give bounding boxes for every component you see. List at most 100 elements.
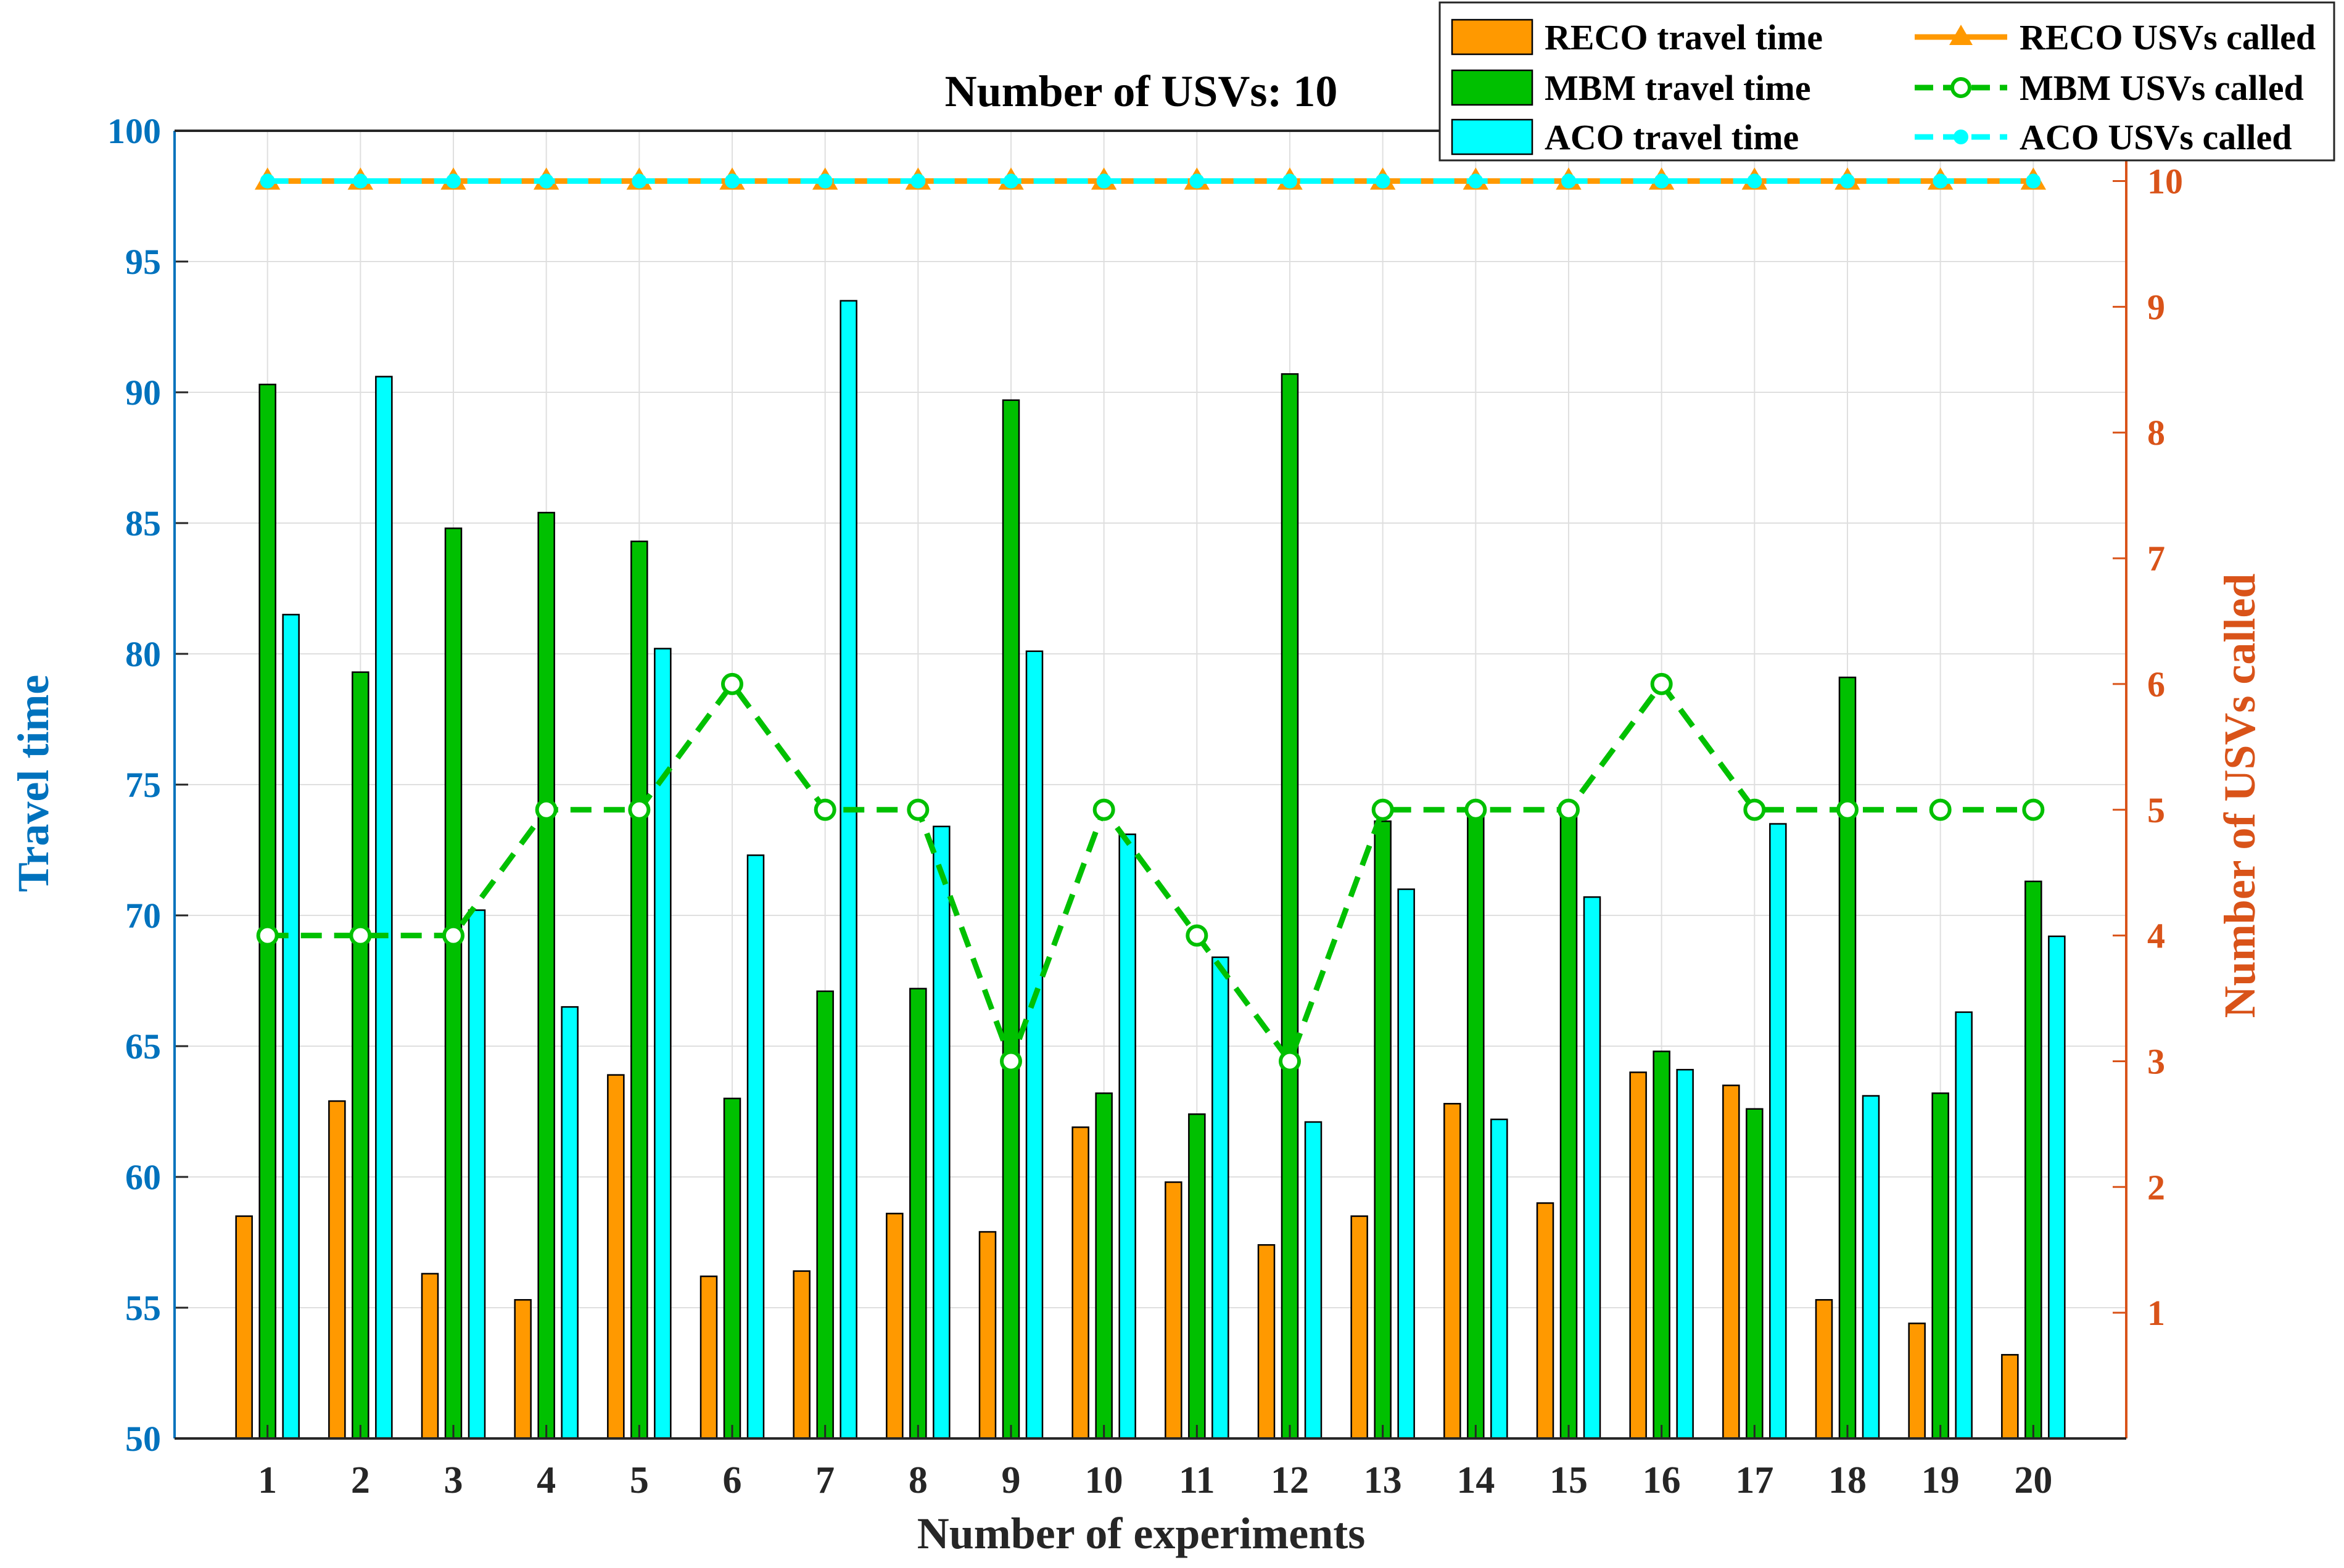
marker-aco (539, 173, 554, 189)
marker-aco (353, 173, 368, 189)
bar-reco (1629, 1071, 1647, 1440)
y-tick-label: 50 (125, 1419, 161, 1459)
x-tick-label: 4 (537, 1459, 556, 1501)
marker-aco (632, 173, 647, 189)
bar-mbm (444, 527, 463, 1440)
bar-aco (840, 300, 857, 1440)
bar-mbm (1188, 1113, 1206, 1440)
bar-reco (2001, 1354, 2019, 1440)
bar-reco (1908, 1322, 1926, 1440)
marker-aco (817, 173, 833, 189)
bar-aco (1118, 833, 1136, 1440)
marker-aco (1189, 173, 1205, 189)
bar-aco (375, 376, 393, 1440)
y-right-tick-label: 2 (2147, 1167, 2165, 1207)
y-tick-label: 90 (125, 373, 161, 413)
bar-mbm (352, 671, 369, 1440)
x-tick-label: 7 (815, 1459, 835, 1501)
bar-aco (1769, 823, 1787, 1440)
legend-swatch (1451, 19, 1533, 56)
grid (175, 130, 2126, 1439)
x-tick-label: 17 (1735, 1459, 1773, 1501)
legend-marker (1949, 25, 1973, 45)
x-tick-label: 11 (1179, 1459, 1215, 1501)
bar-mbm (537, 511, 555, 1440)
y-right-tick-label: 3 (2147, 1041, 2165, 1081)
marker-mbm (907, 798, 930, 821)
bar-mbm (1281, 373, 1299, 1440)
bar-aco (1304, 1121, 1323, 1440)
marker-mbm (535, 798, 558, 821)
legend-box (1438, 1, 2335, 162)
marker-aco (1654, 173, 1669, 189)
bar-reco (607, 1074, 625, 1440)
marker-mbm (628, 798, 651, 821)
y-tick-label: 85 (125, 503, 161, 543)
y-right-tick-label: 10 (2147, 162, 2183, 202)
marker-aco (1004, 173, 1018, 189)
marker-aco (1282, 173, 1297, 189)
bar-mbm (1931, 1092, 1949, 1440)
marker-mbm (1186, 924, 1208, 947)
usv-lines (254, 167, 2047, 1073)
bar-aco (746, 854, 765, 1440)
marker-mbm (1464, 798, 1487, 821)
bar-reco (978, 1231, 997, 1440)
marker-mbm (1000, 1050, 1022, 1073)
legend-label: MBM travel time (1545, 68, 1811, 108)
marker-mbm (1743, 798, 1766, 821)
y-tick-label: 55 (125, 1288, 161, 1328)
legend-label: ACO travel time (1545, 117, 1799, 157)
y-right-tick-label: 8 (2147, 413, 2165, 453)
y-right-tick-label: 5 (2147, 790, 2165, 830)
bar-aco (1025, 650, 1044, 1440)
y-tick-label: 70 (125, 896, 161, 936)
bar-aco (2048, 935, 2066, 1440)
x-tick-label: 8 (909, 1459, 928, 1501)
legend: RECO travel time MBM travel time ACO trave… (1438, 1, 2335, 162)
marker-mbm (1279, 1050, 1301, 1073)
marker-aco (1747, 173, 1762, 189)
bar-reco (886, 1213, 904, 1440)
marker-mbm (442, 924, 464, 947)
y-tick-label: 80 (125, 634, 161, 674)
bar-reco (699, 1275, 718, 1440)
y-tick-label: 65 (125, 1026, 161, 1067)
x-tick-label: 9 (1002, 1459, 1021, 1501)
marker-aco (910, 173, 926, 189)
y-tick-label: 95 (125, 242, 161, 282)
marker-mbm (1092, 798, 1115, 821)
legend-marker (1950, 77, 1971, 98)
bar-aco (1955, 1011, 1973, 1440)
legend-label: ACO USVs called (2020, 117, 2292, 157)
bar-mbm (909, 988, 927, 1440)
marker-aco (1096, 173, 1112, 189)
bar-mbm (630, 540, 648, 1440)
bar-reco (1536, 1202, 1554, 1440)
marker-mbm (2022, 798, 2045, 821)
bar-reco (1071, 1126, 1089, 1440)
marker-aco (1375, 173, 1390, 189)
marker-mbm (349, 924, 372, 947)
x-tick-label: 15 (1550, 1459, 1588, 1501)
marker-aco (446, 173, 461, 189)
x-tick-label: 19 (1921, 1459, 1960, 1501)
bar-aco (1211, 956, 1229, 1440)
y-axis-label-left: Travel time (9, 675, 58, 893)
marker-mbm (1650, 672, 1673, 695)
y-right-tick-label: 7 (2147, 538, 2165, 579)
y-right-tick-label: 6 (2147, 664, 2165, 704)
y-tick-label: 100 (107, 111, 161, 151)
bar-mbm (1653, 1050, 1670, 1440)
bar-reco (514, 1299, 532, 1440)
y-tick-label: 75 (125, 765, 161, 805)
bar-aco (468, 909, 486, 1440)
bar-reco (1722, 1084, 1740, 1440)
bar-reco (1165, 1181, 1182, 1440)
bar-aco (1676, 1068, 1694, 1440)
bar-mbm (1095, 1092, 1113, 1440)
marker-mbm (256, 924, 279, 947)
y-axis-label-right: Number of USVs called (2215, 574, 2264, 1018)
